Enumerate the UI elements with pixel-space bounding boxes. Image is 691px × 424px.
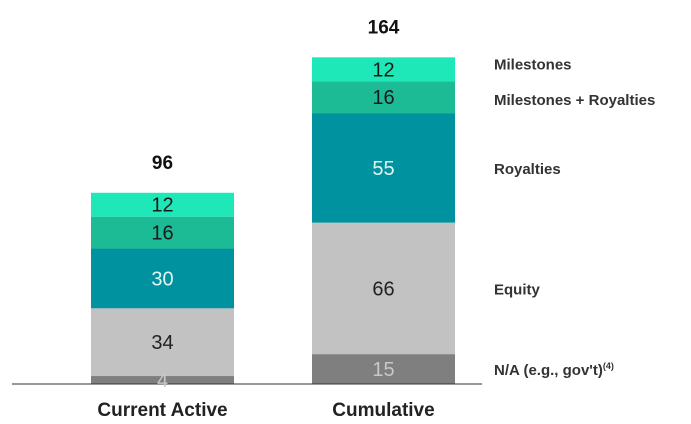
legend-item-royalties: Royalties [494, 161, 561, 178]
legend-superscript: (4) [603, 361, 614, 371]
category-label-current-active: Current Active [97, 400, 227, 421]
bar-segment-cumulative-milestones-royalties [312, 81, 455, 114]
total-label-cumulative: 164 [368, 17, 400, 38]
bar-segment-current-active-royalties [91, 248, 234, 309]
data-label-current-active-equity: 34 [151, 332, 173, 354]
data-label-cumulative-n-a-e-g-gov-t: 15 [372, 359, 394, 381]
category-label-cumulative: Cumulative [332, 400, 434, 421]
total-label-current-active: 96 [152, 153, 173, 174]
bar-segment-cumulative-n-a-e-g-gov-t [312, 354, 455, 384]
data-label-current-active-royalties: 30 [151, 268, 173, 290]
legend-item-equity: Equity [494, 281, 540, 298]
legend-item-milestones: Milestones [494, 56, 572, 73]
bar-segment-cumulative-equity [312, 222, 455, 355]
bar-segment-current-active-equity [91, 308, 234, 377]
data-label-cumulative-milestones-royalties: 16 [372, 87, 394, 109]
data-label-cumulative-milestones: 12 [372, 59, 394, 81]
legend-item-n-a-e-g-gov-t: N/A (e.g., gov't)(4) [494, 361, 614, 379]
bar-segment-current-active-milestones-royalties [91, 216, 234, 249]
data-label-cumulative-equity: 66 [372, 278, 394, 300]
legend-item-milestones-royalties: Milestones + Royalties [494, 92, 655, 109]
data-label-current-active-n-a-e-g-gov-t: 4 [157, 370, 168, 392]
data-label-current-active-milestones-royalties: 16 [151, 223, 173, 245]
data-label-current-active-milestones: 12 [151, 195, 173, 217]
bar-segment-current-active-milestones [91, 192, 234, 217]
data-label-cumulative-royalties: 55 [372, 158, 394, 180]
labels-group: 4 34 30 16 12 96 Current Active 15 66 55 16 12 164 Cu… [97, 17, 434, 421]
bar-segment-current-active-n-a-e-g-gov-t [91, 376, 234, 384]
bars-group [91, 57, 455, 384]
legend: N/A (e.g., gov't)(4) Equity Royalties Miles… [494, 56, 655, 379]
bar-segment-cumulative-royalties [312, 113, 455, 223]
bar-segment-cumulative-milestones [312, 57, 455, 82]
